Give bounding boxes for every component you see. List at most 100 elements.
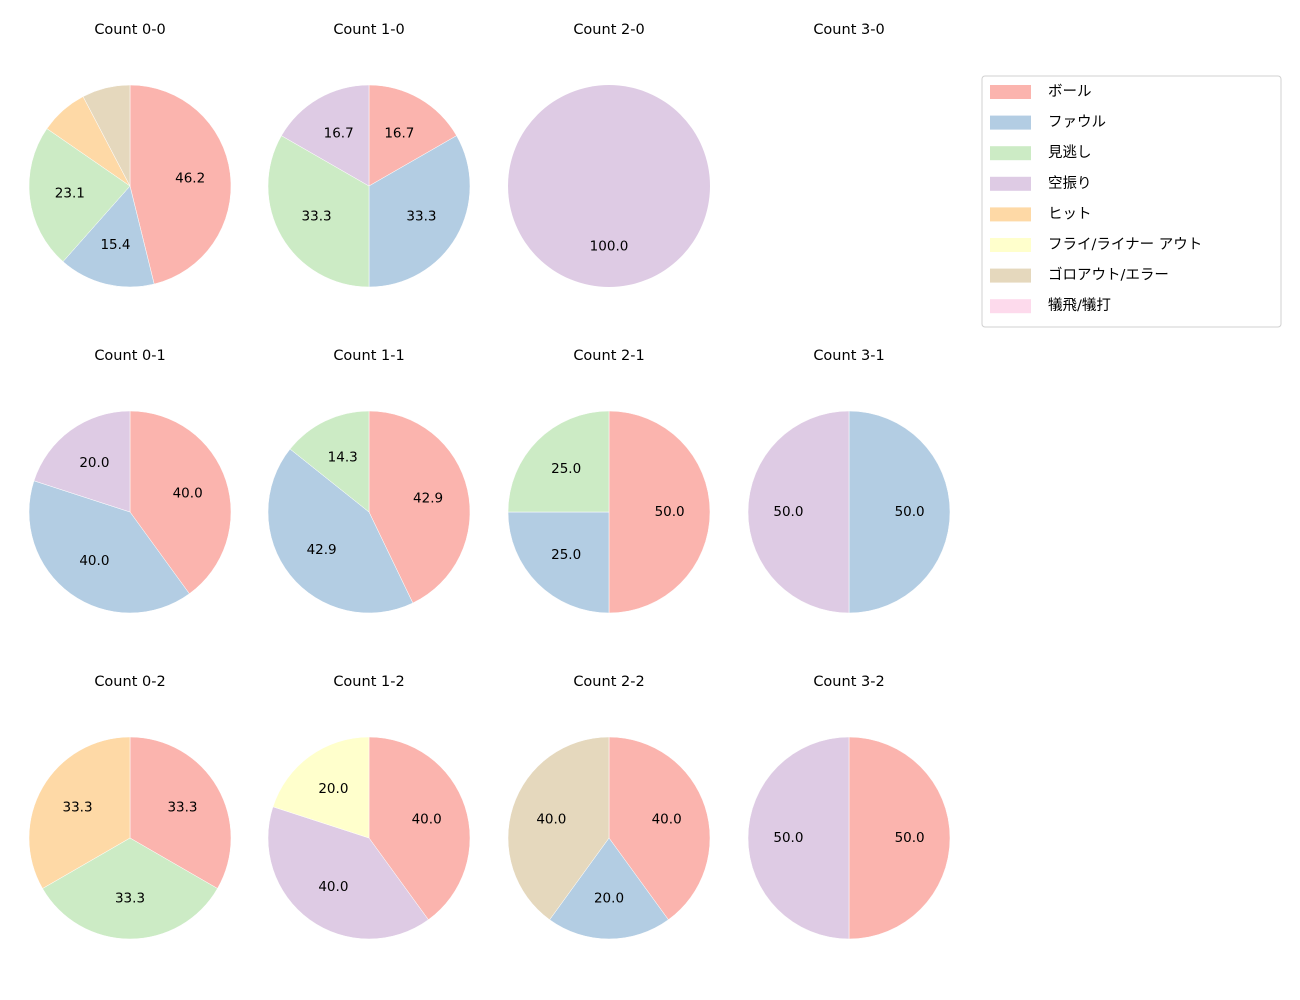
legend-swatch xyxy=(990,85,1031,99)
slice-label: 40.0 xyxy=(318,879,348,895)
slice-label: 33.3 xyxy=(302,208,332,224)
pie-title: Count 0-1 xyxy=(94,348,165,364)
legend-swatch xyxy=(990,176,1031,191)
pie-title: Count 2-1 xyxy=(573,348,644,364)
pie-slice xyxy=(507,736,610,921)
pie-slice xyxy=(289,410,370,513)
pie-slice xyxy=(368,410,471,604)
pie-slice xyxy=(82,84,131,187)
slice-label: 33.3 xyxy=(115,891,145,907)
pie-slice xyxy=(267,448,414,614)
slice-label: 14.3 xyxy=(328,449,358,465)
pie-title: Count 0-2 xyxy=(94,674,165,690)
slice-label: 20.0 xyxy=(318,781,348,797)
pie-slice xyxy=(33,410,131,513)
pie-count-3-1: Count 3-1 50.0 50.0 xyxy=(747,348,951,614)
legend-label: 見逃し xyxy=(1048,144,1092,161)
pie-slice xyxy=(129,736,232,889)
pie-slice xyxy=(848,410,951,614)
pie-slice xyxy=(747,410,850,614)
legend-frame xyxy=(981,75,1282,328)
pie-slice xyxy=(129,84,232,285)
slice-label: 40.0 xyxy=(173,485,203,501)
slice-label: 33.3 xyxy=(62,800,92,816)
slice-label: 33.3 xyxy=(406,208,436,224)
legend-label: ボール xyxy=(1048,83,1092,100)
slice-label: 50.0 xyxy=(655,504,685,520)
pie-slice xyxy=(608,410,711,614)
slice-label: 50.0 xyxy=(773,830,803,846)
pie-slice xyxy=(508,85,710,287)
pie-slice xyxy=(507,511,610,614)
slice-label: 15.4 xyxy=(100,237,130,253)
legend-swatch xyxy=(990,207,1031,222)
pie-slice xyxy=(28,736,131,889)
legend-label: 空振り xyxy=(1048,175,1092,192)
slice-label: 50.0 xyxy=(895,830,925,846)
pie-count-2-1: Count 2-1 50.0 25.0 25.0 xyxy=(507,348,711,614)
pie-slice xyxy=(368,736,471,921)
legend-label: ヒット xyxy=(1048,206,1092,222)
pie-slice xyxy=(368,135,471,288)
slice-label: 50.0 xyxy=(895,504,925,520)
legend-swatch xyxy=(990,238,1031,252)
slice-label: 16.7 xyxy=(384,126,414,142)
pie-count-1-2: Count 1-2 40.0 40.0 20.0 xyxy=(267,674,471,940)
pie-slice xyxy=(747,736,850,940)
pie-title: Count 3-2 xyxy=(813,674,884,690)
pie-count-0-0: Count 0-0 46.2 15.4 23.1 xyxy=(28,22,232,288)
legend-label: フライ/ライナー アウト xyxy=(1048,236,1202,253)
pie-title: Count 2-0 xyxy=(573,22,644,38)
pie-title: Count 3-0 xyxy=(813,22,884,38)
pie-count-0-2: Count 0-2 33.3 33.3 33.3 xyxy=(28,674,232,940)
pie-slice xyxy=(28,128,131,262)
pie-slice xyxy=(28,480,190,614)
legend-swatch xyxy=(990,146,1031,161)
legend-swatch xyxy=(990,115,1031,130)
pie-slice xyxy=(129,410,232,595)
pie-slice xyxy=(848,736,951,940)
legend-swatch xyxy=(990,299,1031,314)
legend-label: 犠飛/犠打 xyxy=(1048,297,1111,314)
pie-slice xyxy=(272,736,370,839)
slice-label: 40.0 xyxy=(536,811,566,827)
pie-slice xyxy=(281,84,370,187)
pie-slice xyxy=(267,806,429,940)
legend-label: ゴロアウト/エラー xyxy=(1048,266,1169,284)
slice-label: 33.3 xyxy=(167,800,197,816)
slice-label: 20.0 xyxy=(79,455,109,471)
pie-slice xyxy=(549,837,669,940)
slice-label: 100.0 xyxy=(590,239,629,255)
pie-title: Count 3-1 xyxy=(813,348,884,364)
pie-slice xyxy=(368,84,457,187)
slice-label: 46.2 xyxy=(175,171,205,187)
slice-label: 40.0 xyxy=(79,553,109,569)
slice-label: 25.0 xyxy=(551,461,581,477)
pie-title: Count 0-0 xyxy=(94,22,165,38)
slice-label: 23.1 xyxy=(55,185,85,201)
pie-count-3-0: Count 3-0 xyxy=(813,22,884,38)
slice-label: 42.9 xyxy=(413,491,443,507)
slice-label: 25.0 xyxy=(551,547,581,563)
pie-slice xyxy=(608,736,711,921)
slice-label: 40.0 xyxy=(652,811,682,827)
pie-count-3-2: Count 3-2 50.0 50.0 xyxy=(747,674,951,940)
slice-label: 16.7 xyxy=(324,126,354,142)
pie-count-0-1: Count 0-1 40.0 40.0 20.0 xyxy=(28,348,232,614)
pie-title: Count 1-1 xyxy=(333,348,404,364)
pie-title: Count 1-2 xyxy=(333,674,404,690)
pie-count-2-0: Count 2-0 100.0 xyxy=(508,22,710,287)
pie-count-1-0: Count 1-0 16.7 33.3 33.3 16.7 xyxy=(267,22,471,288)
pie-slice xyxy=(267,135,370,288)
pie-title: Count 1-0 xyxy=(333,22,404,38)
legend-swatch xyxy=(990,268,1031,283)
pie-count-2-2: Count 2-2 40.0 20.0 40.0 xyxy=(507,674,711,940)
slice-label: 40.0 xyxy=(412,811,442,827)
slice-label: 20.0 xyxy=(594,891,624,907)
pie-slice xyxy=(62,185,155,288)
pie-count-1-1: Count 1-1 42.9 42.9 14.3 xyxy=(267,348,471,614)
slice-label: 42.9 xyxy=(307,542,337,558)
legend-label: ファウル xyxy=(1048,114,1106,131)
